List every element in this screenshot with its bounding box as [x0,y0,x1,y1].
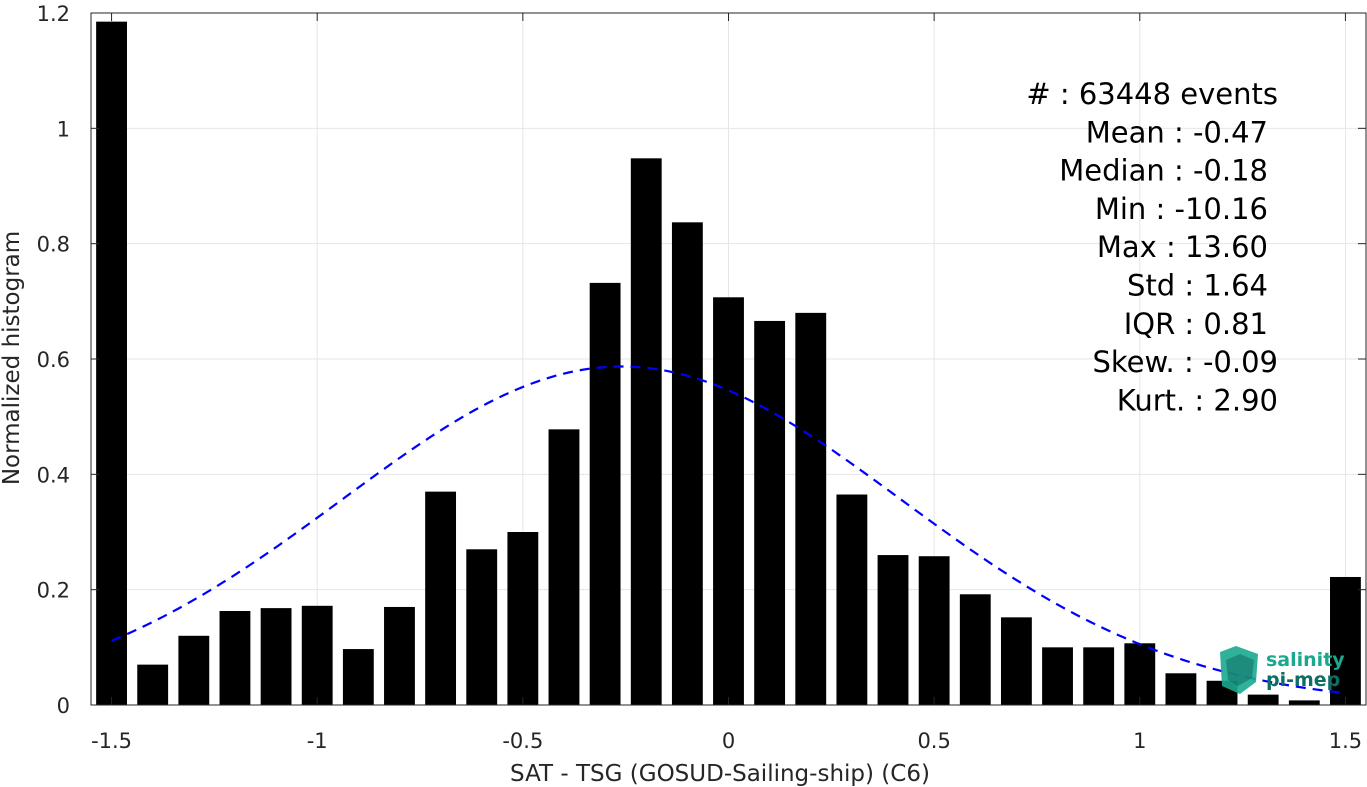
histogram-bar [1124,643,1156,705]
y-tick-label: 0.8 [37,233,70,257]
histogram-bar [1042,647,1073,705]
histogram-bar [877,555,909,705]
y-tick-label: 0.6 [37,348,70,372]
x-tick-label: -0.5 [502,729,543,753]
histogram-bar [630,158,662,705]
stat-line: IQR : 0.81 [1124,307,1268,341]
histogram-bar [1000,617,1032,705]
histogram-bar [959,594,991,705]
histogram-bar [260,608,292,705]
histogram-bar [137,664,169,705]
histogram-bar [425,491,457,705]
stat-line: Mean : -0.47 [1086,115,1268,149]
y-tick-label: 0 [57,694,70,718]
stat-line: Min : -10.16 [1095,192,1268,226]
histogram-bar [384,606,415,705]
histogram-bar [918,556,950,705]
logo-text-salinity: salinity [1266,649,1345,671]
histogram-bar [754,320,786,705]
histogram-bar [301,605,333,705]
x-axis-ticks: -1.5 -1 -0.5 0 0.5 1 1.5 [91,13,1362,753]
y-tick-label: 1.2 [37,2,70,26]
histogram-bar [1165,673,1197,705]
y-tick-label: 0.4 [37,463,70,487]
x-tick-label: 1.5 [1329,729,1362,753]
histogram-bar [1330,576,1361,705]
histogram-bar [178,635,210,705]
histogram-bar [507,532,539,705]
histogram-bar [795,312,827,705]
stat-line: Median : -0.18 [1059,154,1268,188]
stat-line: Skew. : -0.09 [1092,345,1278,379]
x-tick-label: -1 [307,729,328,753]
histogram-bar [671,222,703,705]
histogram-bar [219,611,251,705]
y-tick-label: 0.2 [37,579,70,603]
histogram-bar [836,494,868,705]
stat-line: Std : 1.64 [1127,269,1268,303]
x-tick-label: -1.5 [91,729,132,753]
stat-line: # : 63448 events [1026,77,1278,111]
x-axis-label: SAT - TSG (GOSUD-Sailing-ship) (C6) [510,761,930,787]
x-tick-label: 0 [722,729,735,753]
histogram-bar [466,549,498,705]
x-tick-label: 1 [1133,729,1146,753]
histogram-bar [589,282,621,705]
bars [96,21,1361,705]
histogram-bar [342,649,374,705]
stats-annotation: # : 63448 events Mean : -0.47 Median : -0.… [1026,77,1278,417]
stat-line: Max : 13.60 [1097,230,1268,264]
y-tick-label: 1 [57,117,70,141]
y-axis-ticks: 0 0.2 0.4 0.6 0.8 1 1.2 [37,2,1366,718]
histogram-bar [1288,700,1320,705]
histogram-bar [548,429,580,705]
histogram-bar [96,21,127,705]
stat-line: Kurt. : 2.90 [1117,383,1278,417]
histogram-bar [713,297,744,705]
histogram-bar [1247,694,1279,705]
logo-text-pimep: pi-mep [1266,669,1340,691]
x-tick-label: 0.5 [917,729,950,753]
y-axis-label: Normalized histogram [0,231,25,485]
histogram-bar [1083,647,1115,705]
salinity-pimep-logo: salinity pi-mep [1220,646,1345,694]
gaussian-fit-curve [111,365,1346,695]
